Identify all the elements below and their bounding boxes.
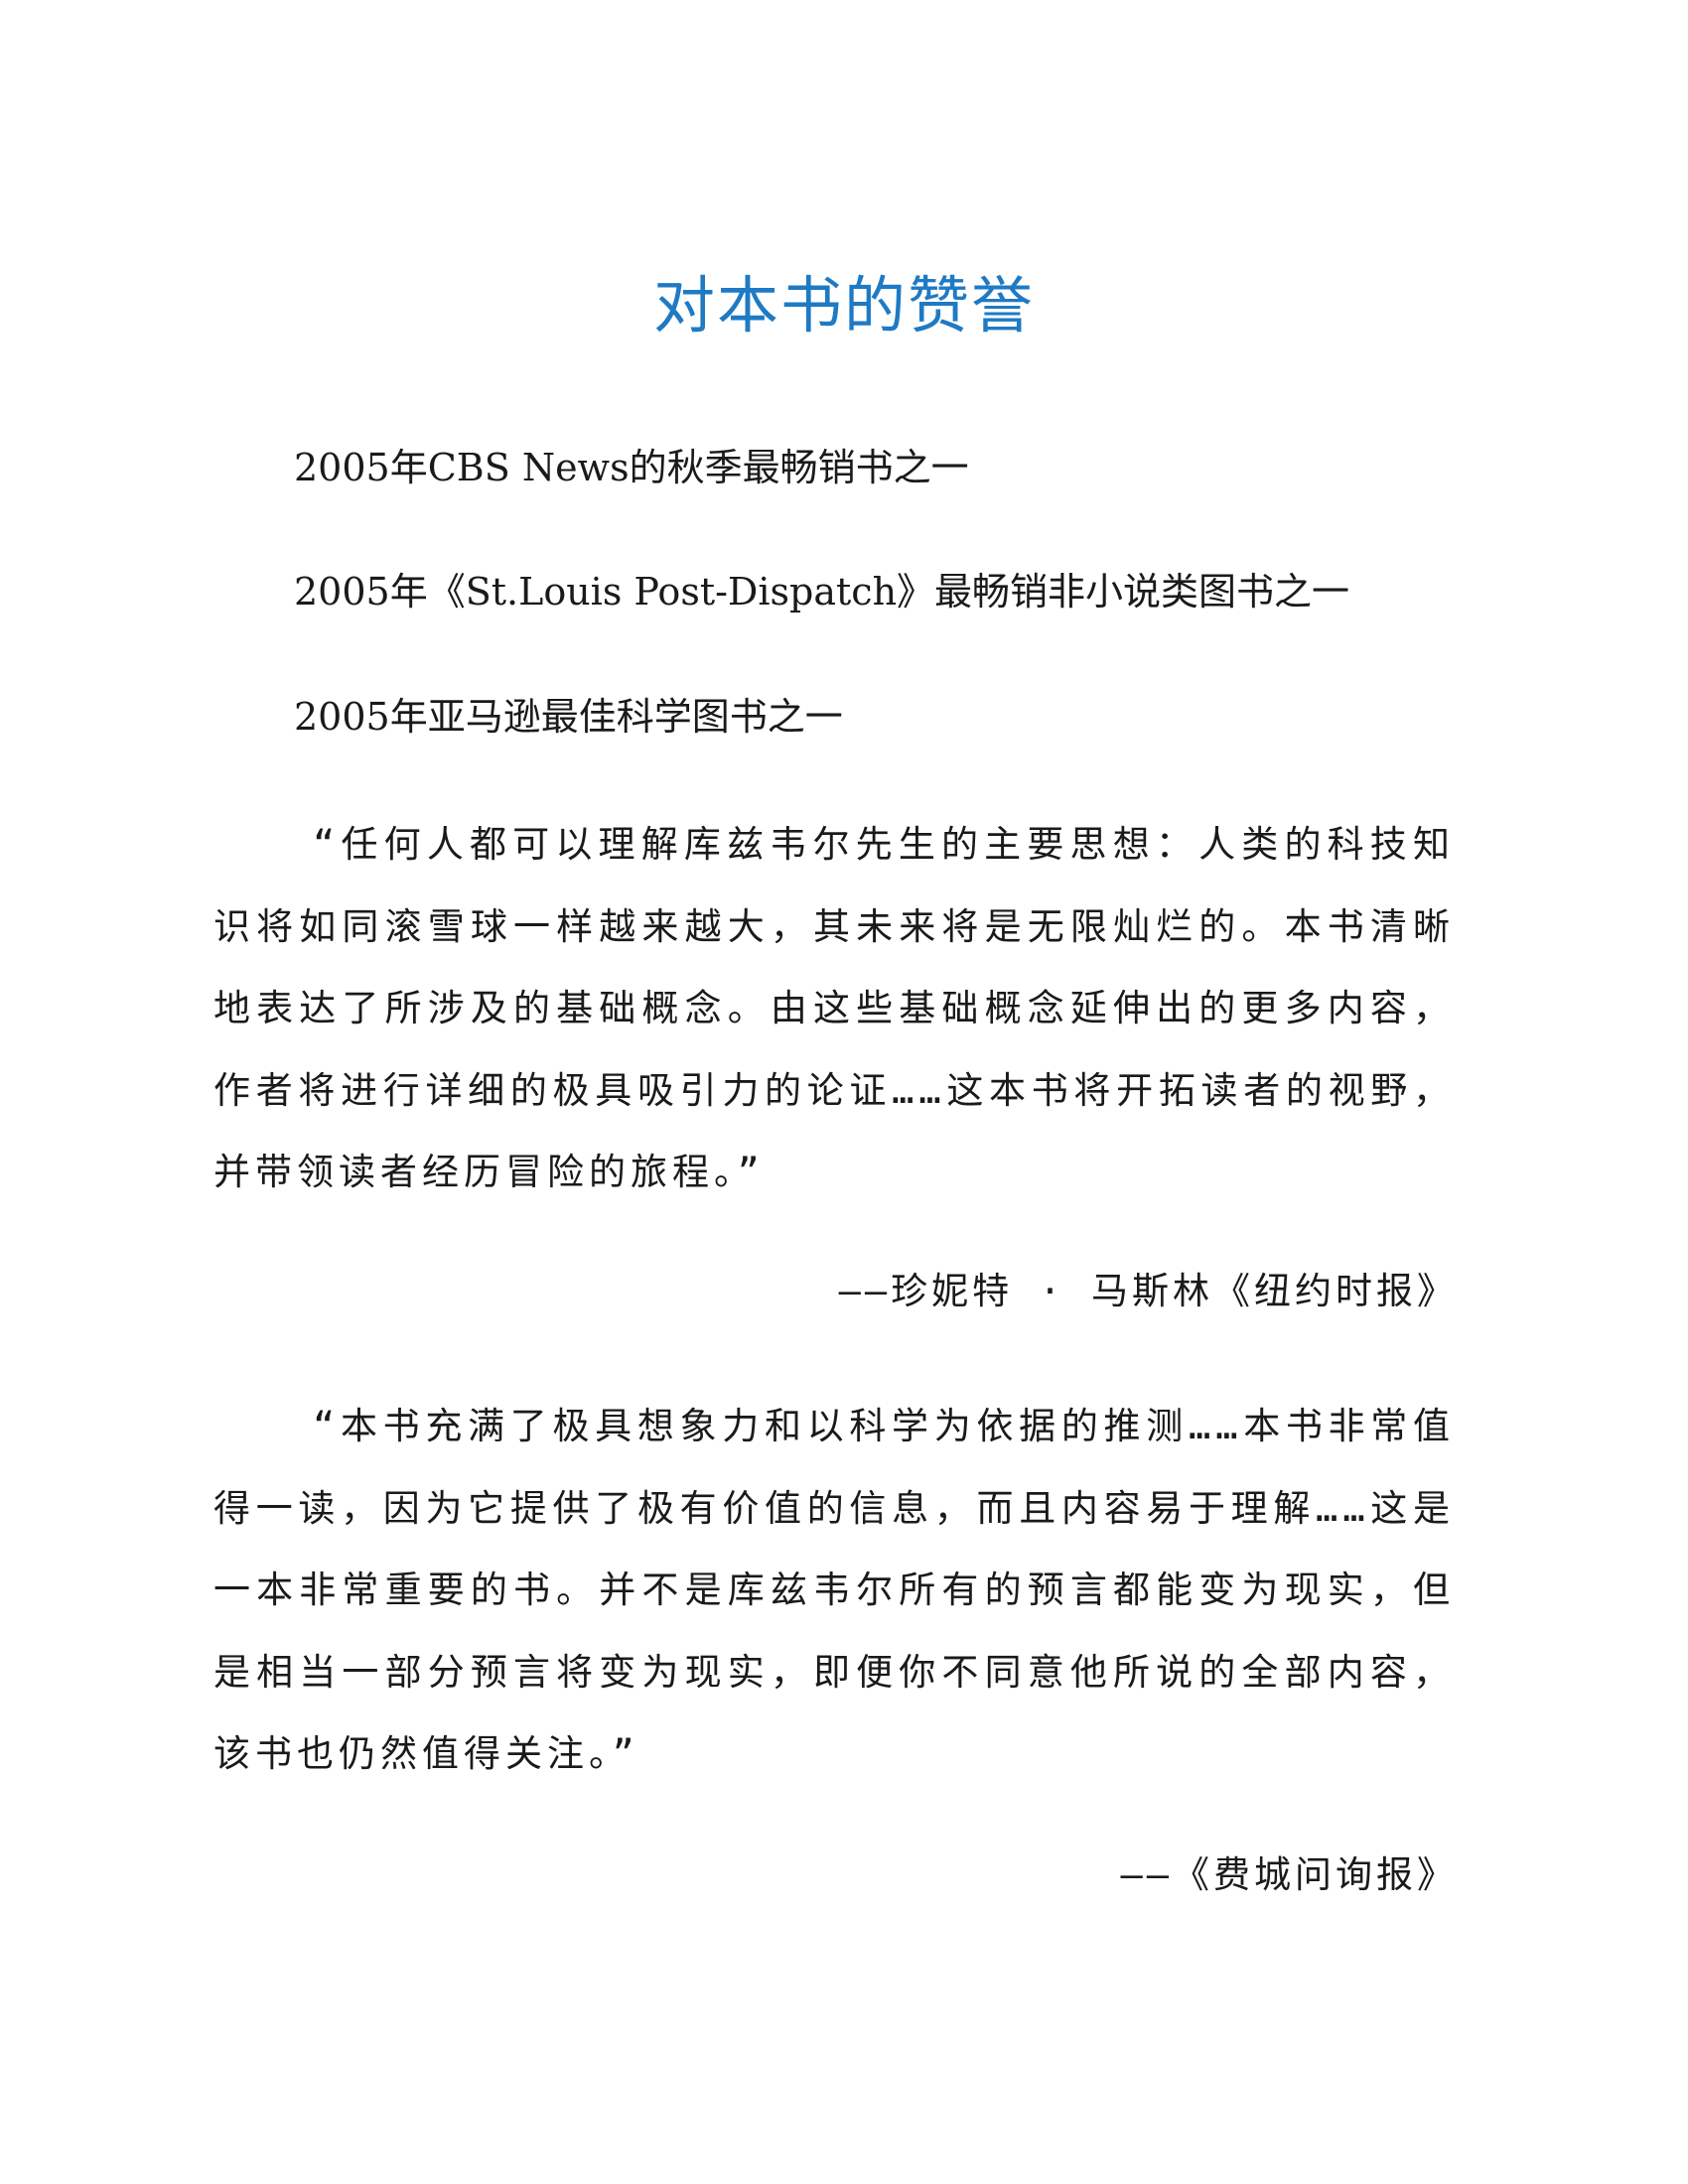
page-title: 对本书的赞誉: [652, 269, 1035, 341]
honor-line: 2005年CBS News的秋季最畅销书之一: [294, 446, 969, 489]
honor-line: 2005年《St.Louis Post-Dispatch》最畅销非小说类图书之一: [294, 570, 1350, 614]
review-quote: “本书充满了极具想象力和以科学为依据的推测……本书非常值得一读，因为它提供了极有…: [213, 1405, 1455, 1775]
review-source: ——珍妮特 · 马斯林《纽约时报》: [838, 1270, 1458, 1312]
honor-line: 2005年亚马逊最佳科学图书之一: [294, 695, 843, 739]
review-quote: “任何人都可以理解库兹韦尔先生的主要思想：人类的科技知识将如同滚雪球一样越来越大…: [213, 823, 1455, 1193]
review-source: ——《费城问询报》: [1120, 1853, 1458, 1896]
